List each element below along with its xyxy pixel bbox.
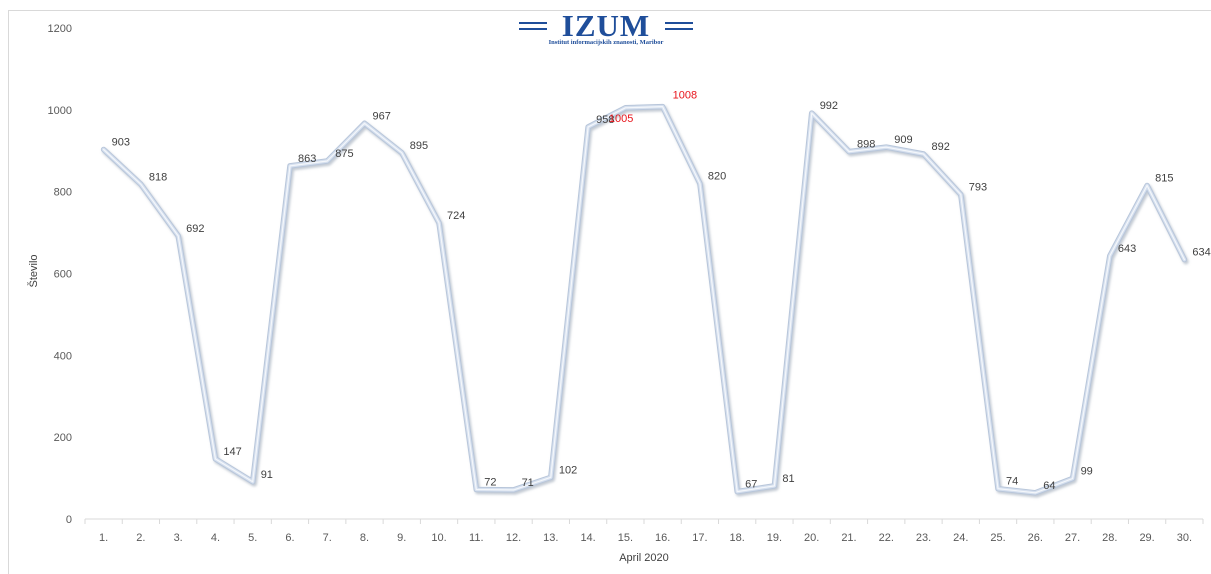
x-tick-label: 15. (618, 532, 633, 544)
data-label: 102 (559, 464, 577, 476)
data-label: 815 (1155, 173, 1173, 185)
data-label: 909 (894, 134, 912, 146)
x-tick-label: 22. (879, 532, 894, 544)
x-tick-label: 27. (1065, 532, 1080, 544)
x-tick-label: 2. (136, 532, 145, 544)
data-label: 898 (857, 139, 875, 151)
x-tick-label: 21. (841, 532, 856, 544)
x-tick-label: 25. (990, 532, 1005, 544)
chart-frame (8, 10, 1211, 574)
data-label: 99 (1081, 465, 1093, 477)
x-axis-title: April 2020 (619, 552, 669, 564)
x-tick-label: 28. (1102, 532, 1117, 544)
x-tick-label: 29. (1139, 532, 1154, 544)
series-line-shadow (100, 103, 1188, 496)
data-label: 724 (447, 210, 465, 222)
x-tick-label: 14. (580, 532, 595, 544)
data-label: 72 (484, 477, 496, 489)
data-label: 81 (782, 473, 794, 485)
data-label: 958 (596, 114, 614, 126)
izum-logo: IZUM Institut informacijskih znanosti, M… (515, 8, 697, 48)
x-tick-label: 17. (692, 532, 707, 544)
data-label: 91 (261, 469, 273, 481)
x-tick-label: 12. (506, 532, 521, 544)
data-label: 147 (223, 446, 241, 458)
x-tick-label: 19. (767, 532, 782, 544)
x-tick-label: 24. (953, 532, 968, 544)
data-label: 992 (820, 100, 838, 112)
series-line (101, 104, 1187, 495)
data-label: 820 (708, 170, 726, 182)
x-tick-label: 6. (285, 532, 294, 544)
x-tick-label: 8. (360, 532, 369, 544)
logo-subtitle: Institut informacijskih znanosti, Maribo… (548, 39, 664, 46)
x-tick-label: 5. (248, 532, 257, 544)
data-label: 1005 (609, 113, 633, 125)
x-tick-label: 20. (804, 532, 819, 544)
data-label: 895 (410, 140, 428, 152)
x-tick-label: 18. (730, 532, 745, 544)
y-tick-label: 200 (54, 432, 72, 444)
data-label: 892 (932, 141, 950, 153)
y-axis-title: Število (27, 254, 40, 287)
data-label: 74 (1006, 476, 1018, 488)
data-label: 967 (373, 110, 391, 122)
x-tick-label: 4. (211, 532, 220, 544)
data-label: 692 (186, 223, 204, 235)
y-tick-label: 1000 (48, 105, 72, 117)
data-label: 863 (298, 153, 316, 165)
logo-wordmark: IZUM (561, 8, 651, 43)
y-tick-label: 1200 (48, 23, 72, 35)
data-label: 67 (745, 479, 757, 491)
x-tick-label: 30. (1177, 532, 1192, 544)
x-tick-label: 16. (655, 532, 670, 544)
x-tick-label: 26. (1028, 532, 1043, 544)
x-tick-label: 1. (99, 532, 108, 544)
series-line-highlight (102, 105, 1186, 494)
data-label: 875 (335, 148, 353, 160)
x-tick-label: 13. (543, 532, 558, 544)
data-label: 634 (1192, 247, 1210, 259)
x-tick-label: 7. (323, 532, 332, 544)
data-label: 903 (112, 137, 130, 149)
x-tick-label: 23. (916, 532, 931, 544)
x-tick-label: 11. (469, 532, 483, 544)
data-label: 793 (969, 182, 987, 194)
x-tick-label: 9. (397, 532, 406, 544)
y-tick-label: 400 (54, 350, 72, 362)
data-label: 71 (522, 477, 534, 489)
data-label: 64 (1043, 480, 1055, 492)
x-tick-label: 3. (174, 532, 183, 544)
x-tick-label: 10. (431, 532, 446, 544)
data-label: 818 (149, 171, 167, 183)
y-tick-label: 0 (66, 514, 72, 526)
data-label: 643 (1118, 243, 1136, 255)
data-label: 1008 (673, 90, 697, 102)
y-tick-label: 800 (54, 187, 72, 199)
y-tick-label: 600 (54, 269, 72, 281)
